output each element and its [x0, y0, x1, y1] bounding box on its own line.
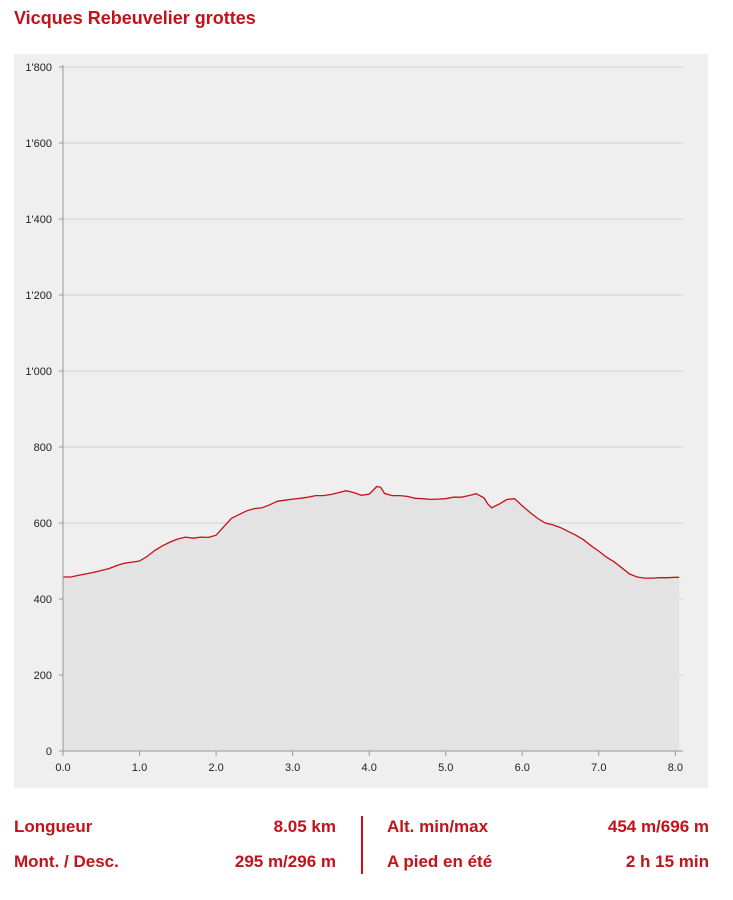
y-tick-label: 1'400	[25, 214, 52, 226]
stats-panel: Longueur 8.05 km Mont. / Desc. 295 m/296…	[14, 812, 709, 877]
elevation-profile-chart: 0 200 400 600 800 1'000 1'200 1'400 1'600 1'800 0.…	[14, 54, 708, 788]
duration-label: A pied en été	[387, 852, 493, 871]
x-tick-label: 5.0	[438, 762, 453, 774]
x-tick-label: 6.0	[515, 762, 530, 774]
y-tick-label: 1'800	[25, 62, 52, 74]
x-tick-label: 2.0	[208, 762, 223, 774]
y-tick-label: 800	[34, 442, 52, 454]
x-tick-label: 7.0	[591, 762, 606, 774]
altitude-row: Alt. min/max 454 m/696 m	[387, 812, 709, 842]
elevation-line	[63, 485, 680, 579]
ascent-row: Mont. / Desc. 295 m/296 m	[14, 847, 336, 877]
altitude-label: Alt. min/max	[387, 817, 489, 836]
y-tick-label: 400	[34, 594, 52, 606]
y-tick-label: 1'200	[25, 290, 52, 302]
y-tick-label: 600	[34, 518, 52, 530]
stats-right-column: Alt. min/max 454 m/696 m A pied en été 2…	[387, 812, 709, 877]
length-value: 8.05 km	[273, 817, 336, 836]
length-label: Longueur	[14, 817, 93, 836]
ascent-label: Mont. / Desc.	[14, 852, 119, 871]
length-row: Longueur 8.05 km	[14, 812, 336, 842]
x-tick-label: 8.0	[668, 762, 683, 774]
duration-value: 2 h 15 min	[625, 852, 709, 871]
x-tick-label: 1.0	[132, 762, 147, 774]
y-tick-label: 0	[46, 746, 52, 758]
stats-left-column: Longueur 8.05 km Mont. / Desc. 295 m/296…	[14, 812, 336, 877]
x-tick-label: 3.0	[285, 762, 300, 774]
elevation-chart-svg: 0 200 400 600 800 1'000 1'200 1'400 1'600 1'800 0.…	[25, 62, 683, 774]
y-tick-label: 1'600	[25, 138, 52, 150]
y-tick-label: 200	[34, 670, 52, 682]
altitude-value: 454 m/696 m	[607, 817, 709, 836]
ascent-value: 295 m/296 m	[234, 852, 336, 871]
y-tick-label: 1'000	[25, 366, 52, 378]
stats-divider	[361, 816, 363, 874]
elevation-area	[63, 486, 680, 751]
page-title: Vicques Rebeuvelier grottes	[14, 8, 256, 28]
x-tick-label: 0.0	[55, 762, 70, 774]
duration-row: A pied en été 2 h 15 min	[387, 847, 709, 877]
x-tick-label: 4.0	[362, 762, 377, 774]
